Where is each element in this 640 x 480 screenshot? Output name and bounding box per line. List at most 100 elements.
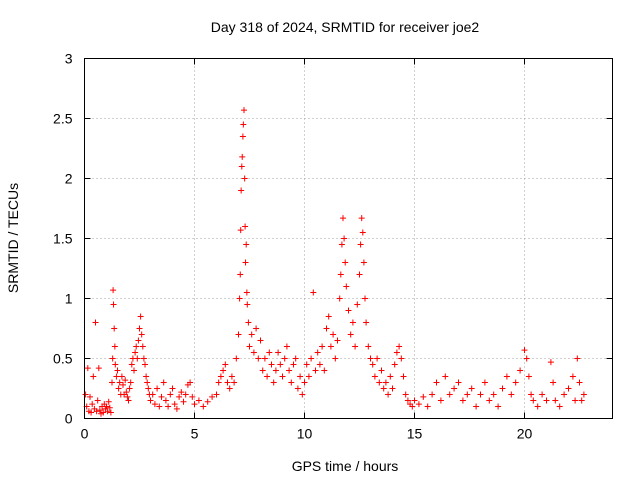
data-point bbox=[371, 373, 378, 380]
data-point bbox=[90, 373, 97, 380]
data-point bbox=[305, 373, 312, 380]
data-point bbox=[442, 373, 449, 380]
data-points-layer bbox=[82, 107, 587, 417]
data-point bbox=[239, 133, 246, 140]
data-point bbox=[180, 398, 187, 405]
data-point bbox=[140, 355, 147, 362]
y-axis-title: SRMTID / TECUs bbox=[5, 183, 21, 293]
data-point bbox=[217, 373, 224, 380]
data-point bbox=[261, 355, 268, 362]
data-point bbox=[238, 187, 245, 194]
data-point bbox=[132, 349, 139, 356]
data-point bbox=[385, 391, 392, 398]
data-point bbox=[143, 373, 150, 380]
data-point bbox=[341, 235, 348, 242]
data-point bbox=[103, 403, 110, 410]
data-point bbox=[147, 397, 154, 404]
data-point bbox=[244, 301, 251, 308]
data-point bbox=[415, 401, 422, 408]
data-point bbox=[120, 381, 126, 388]
data-point bbox=[332, 355, 339, 362]
data-point bbox=[580, 391, 587, 398]
data-point bbox=[245, 319, 252, 326]
data-point bbox=[135, 337, 142, 344]
data-point bbox=[552, 397, 559, 404]
data-point bbox=[111, 343, 118, 350]
y-tick-label: 1.5 bbox=[53, 231, 73, 247]
data-point bbox=[574, 355, 581, 362]
data-point bbox=[301, 379, 308, 386]
data-point bbox=[238, 163, 245, 170]
data-point bbox=[503, 373, 510, 380]
data-point bbox=[424, 403, 431, 410]
data-point bbox=[352, 343, 359, 350]
data-point bbox=[89, 401, 96, 408]
data-point bbox=[327, 343, 334, 350]
data-point bbox=[169, 385, 176, 392]
data-point bbox=[176, 393, 183, 400]
chart-title: Day 318 of 2024, SRMTID for receiver joe… bbox=[211, 19, 480, 35]
data-point bbox=[259, 367, 266, 374]
x-axis-title: GPS time / hours bbox=[292, 458, 399, 474]
data-point bbox=[378, 367, 385, 374]
data-point bbox=[126, 385, 133, 392]
data-point bbox=[400, 373, 407, 380]
data-point bbox=[312, 367, 319, 374]
data-point bbox=[118, 373, 125, 380]
data-point bbox=[360, 259, 367, 266]
data-point bbox=[242, 259, 249, 266]
data-point bbox=[433, 379, 440, 386]
data-point bbox=[550, 379, 557, 386]
data-point bbox=[191, 401, 198, 408]
data-point bbox=[158, 393, 165, 400]
data-point bbox=[356, 271, 363, 278]
data-point bbox=[123, 389, 130, 396]
data-point bbox=[409, 403, 416, 410]
x-tick-label: 20 bbox=[517, 426, 533, 442]
data-point bbox=[242, 223, 249, 230]
data-point bbox=[358, 215, 365, 222]
data-point bbox=[398, 355, 405, 362]
data-point bbox=[231, 379, 238, 386]
y-tick-label: 3 bbox=[65, 51, 73, 67]
data-point bbox=[257, 337, 264, 344]
data-point bbox=[222, 361, 229, 368]
data-point bbox=[87, 393, 93, 400]
data-point bbox=[226, 385, 233, 392]
data-point bbox=[109, 379, 115, 386]
data-point bbox=[182, 391, 189, 398]
data-point bbox=[236, 295, 243, 302]
data-point bbox=[253, 325, 260, 332]
data-point bbox=[290, 361, 297, 368]
y-tick-label: 2.5 bbox=[53, 111, 73, 127]
data-point bbox=[429, 391, 436, 398]
data-point bbox=[95, 365, 102, 372]
data-point bbox=[213, 391, 220, 398]
data-point bbox=[380, 385, 387, 392]
data-point bbox=[389, 385, 396, 392]
data-point bbox=[310, 289, 317, 296]
data-point bbox=[393, 349, 400, 356]
data-point bbox=[220, 367, 227, 374]
data-point bbox=[149, 391, 156, 398]
axis-ticks-layer: 0 5 10 15 20 0 0.5 1 1.5 2 2.5 3 bbox=[53, 51, 613, 442]
data-point bbox=[133, 343, 140, 350]
data-point bbox=[576, 379, 583, 386]
data-point bbox=[93, 408, 100, 415]
data-point bbox=[308, 355, 315, 362]
data-point bbox=[528, 391, 535, 398]
data-point bbox=[136, 325, 143, 332]
grid-layer bbox=[84, 58, 613, 419]
data-point bbox=[171, 401, 178, 408]
data-point bbox=[468, 385, 475, 392]
data-point bbox=[111, 325, 118, 332]
data-point bbox=[144, 379, 151, 386]
data-point bbox=[376, 379, 383, 386]
y-tick-label: 0.5 bbox=[53, 351, 73, 367]
data-point bbox=[128, 361, 135, 368]
data-point bbox=[237, 271, 244, 278]
data-point bbox=[112, 361, 119, 368]
data-point bbox=[565, 385, 572, 392]
data-point bbox=[266, 349, 273, 356]
data-point bbox=[404, 397, 411, 404]
